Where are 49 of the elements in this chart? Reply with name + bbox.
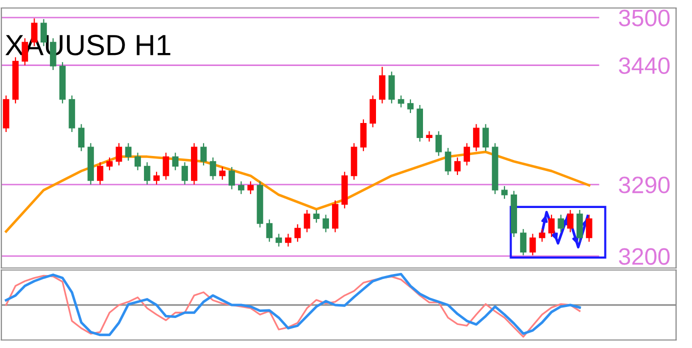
candlestick (228, 166, 235, 190)
candlestick (219, 166, 226, 180)
candlestick (444, 147, 452, 176)
y-tick-label: 3290 (618, 176, 670, 194)
candlestick (134, 152, 141, 171)
candlestick (125, 142, 132, 162)
candlestick (370, 94, 376, 128)
candlestick (548, 214, 555, 238)
candlestick (407, 98, 414, 114)
candlestick (294, 224, 301, 242)
candlestick (426, 130, 432, 142)
candlestick (538, 228, 546, 242)
candlestick (313, 209, 320, 224)
candlestick (210, 156, 216, 180)
y-tick-label: 3500 (618, 10, 670, 26)
candlestick (379, 66, 386, 104)
candlestick (388, 71, 395, 104)
candlestick (558, 214, 564, 233)
y-tick-label: 3200 (618, 248, 670, 265)
candlestick (464, 142, 470, 166)
candlestick (332, 200, 338, 233)
candlestick (285, 233, 292, 248)
candlestick (116, 142, 122, 166)
candlestick (530, 233, 536, 256)
y-tick-label: 3440 (618, 57, 670, 74)
candlestick (200, 142, 207, 166)
candlestick (435, 130, 442, 156)
candlestick (501, 186, 508, 200)
candlestick (266, 218, 273, 242)
candlestick (304, 209, 310, 233)
candlestick (182, 162, 188, 186)
candlestick (322, 214, 329, 233)
candlestick (247, 180, 254, 195)
candlestick (78, 124, 84, 152)
candlestick (398, 94, 404, 108)
candlestick (106, 156, 113, 171)
candlestick (482, 124, 489, 152)
candlestick (238, 180, 244, 195)
candlestick (162, 152, 170, 180)
candlestick (172, 152, 179, 171)
candlestick (473, 124, 480, 152)
candlestick (276, 233, 282, 248)
candlestick (520, 228, 526, 256)
candlestick (360, 118, 367, 152)
candlestick (586, 214, 592, 242)
candlestick (144, 162, 150, 186)
candlestick (454, 156, 461, 176)
candlestick (153, 171, 160, 186)
candlestick (96, 162, 104, 186)
